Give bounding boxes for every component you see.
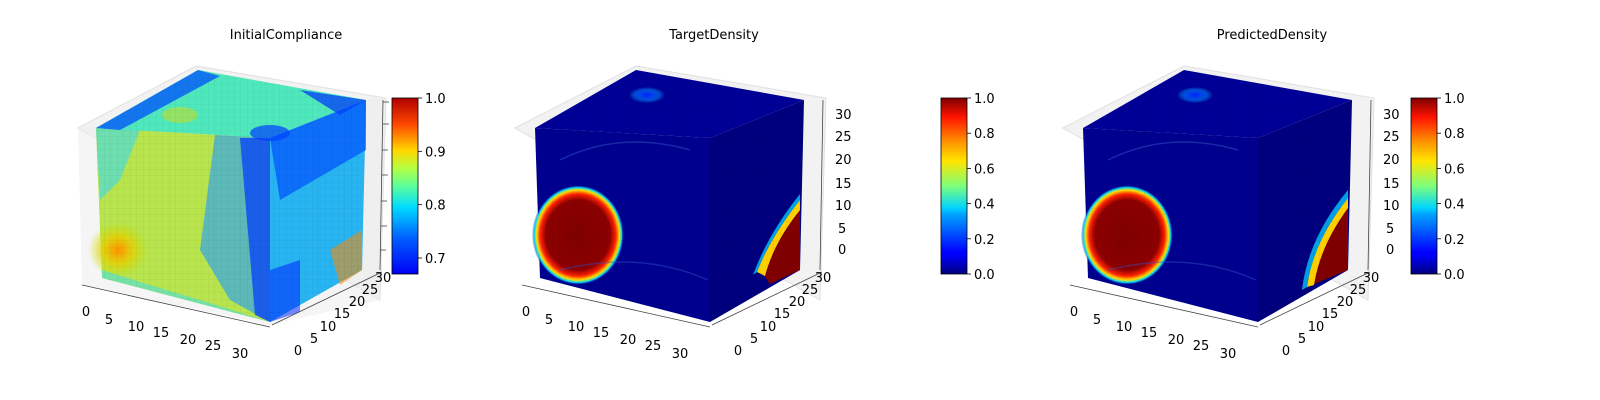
colorbar-tick-label: 0.0 <box>1444 268 1465 283</box>
colorbar <box>1410 97 1438 275</box>
z-tick-label: 5 <box>838 222 846 237</box>
colorbar-tick-label: 0.9 <box>425 145 446 160</box>
y-tick-label: 0 <box>734 344 742 359</box>
x-tick-label: 25 <box>1193 339 1210 354</box>
x-tick-label: 15 <box>593 326 610 341</box>
x-tick-label: 0 <box>82 305 90 320</box>
z-axis <box>379 99 389 271</box>
z-tick-label: 10 <box>1383 199 1400 214</box>
x-axis: 0 5 10 15 20 25 30 <box>522 284 711 362</box>
panel-target-density: TargetDensity 0 5 10 15 <box>513 28 968 362</box>
x-tick-label: 10 <box>1116 320 1133 335</box>
colorbar-gradient <box>391 97 419 275</box>
x-tick-label: 25 <box>205 339 222 354</box>
x-axis: 0 5 10 15 20 25 30 <box>82 284 271 362</box>
z-tick-label: 15 <box>835 177 852 192</box>
y-axis: 0 5 10 15 20 25 30 <box>271 271 392 359</box>
x-tick-label: 20 <box>180 333 197 348</box>
colorbar-tick-label: 0.4 <box>974 198 995 213</box>
y-tick-label: 5 <box>1298 332 1306 347</box>
panel-predicted-density: PredictedDensity 0 5 10 15 20 25 <box>1061 28 1438 362</box>
x-tick-label: 30 <box>672 347 689 362</box>
y-tick-label: 10 <box>1308 320 1325 335</box>
colorbar-tick-label: 1.0 <box>425 92 446 107</box>
x-tick-label: 15 <box>153 326 170 341</box>
x-tick-label: 10 <box>568 320 585 335</box>
x-tick-label: 15 <box>1141 326 1158 341</box>
y-tick-label: 30 <box>375 271 392 286</box>
voxel-cube <box>1081 70 1352 322</box>
z-tick-label: 25 <box>1383 130 1400 145</box>
x-tick-label: 25 <box>645 339 662 354</box>
z-tick-label: 0 <box>1386 243 1394 258</box>
y-tick-label: 5 <box>310 332 318 347</box>
colorbar <box>940 97 968 275</box>
voxel-cube <box>88 70 366 322</box>
colorbar-tick-label: 0.6 <box>1444 162 1465 177</box>
z-tick-label: 20 <box>835 153 852 168</box>
colorbar-gradient <box>940 97 968 275</box>
y-tick-label: 25 <box>802 283 819 298</box>
x-tick-label: 10 <box>128 320 145 335</box>
y-tick-label: 15 <box>1322 307 1339 322</box>
y-tick-label: 5 <box>750 332 758 347</box>
z-tick-label: 10 <box>835 199 852 214</box>
colorbar-tick-label: 0.6 <box>974 162 995 177</box>
z-tick-label: 30 <box>835 108 852 123</box>
colorbar-tick-label: 0.0 <box>974 268 995 283</box>
x-tick-label: 0 <box>1070 305 1078 320</box>
x-tick-label: 20 <box>620 333 637 348</box>
y-tick-label: 25 <box>362 283 379 298</box>
x-tick-label: 0 <box>522 305 530 320</box>
colorbar-ticks: 0.7 0.8 0.9 1.0 0.0 0.2 0.4 0.6 0.8 1.0 0.0 0.2 0.4 0… <box>418 92 1465 283</box>
y-tick-label: 15 <box>774 307 791 322</box>
z-tick-label: 15 <box>1383 177 1400 192</box>
z-tick-label: 5 <box>1386 222 1394 237</box>
x-tick-label: 5 <box>105 313 113 328</box>
colorbar-tick-label: 0.7 <box>425 252 446 267</box>
y-axis: 0 5 10 15 20 25 30 <box>711 271 832 359</box>
colorbar-tick-label: 1.0 <box>974 92 995 107</box>
colorbar-tick-label: 0.8 <box>1444 127 1465 142</box>
y-tick-label: 30 <box>1363 271 1380 286</box>
x-tick-label: 5 <box>1093 313 1101 328</box>
colorbar-tick-label: 0.8 <box>974 127 995 142</box>
z-tick-label: 30 <box>1383 108 1400 123</box>
panel-title: TargetDensity <box>668 28 759 43</box>
x-tick-label: 30 <box>1220 347 1237 362</box>
voxel-cube <box>532 70 804 322</box>
x-tick-label: 20 <box>1168 333 1185 348</box>
y-tick-label: 20 <box>349 295 366 310</box>
x-tick-label: 30 <box>232 347 249 362</box>
z-tick-label: 20 <box>1383 153 1400 168</box>
y-axis: 0 5 10 15 20 25 30 <box>1259 271 1380 359</box>
panel-title: InitialCompliance <box>230 28 343 43</box>
colorbar-tick-label: 0.8 <box>425 199 446 214</box>
colorbar-tick-label: 1.0 <box>1444 92 1465 107</box>
x-axis: 0 5 10 15 20 25 30 <box>1070 284 1259 362</box>
y-tick-label: 0 <box>1282 344 1290 359</box>
y-tick-label: 0 <box>294 344 302 359</box>
z-axis: 0 5 10 15 20 25 30 <box>819 99 852 271</box>
x-tick-label: 5 <box>545 313 553 328</box>
y-tick-label: 20 <box>1337 295 1354 310</box>
y-tick-label: 10 <box>320 320 337 335</box>
colorbar-gradient <box>1410 97 1438 275</box>
panel-title: PredictedDensity <box>1217 28 1328 43</box>
colorbar <box>391 97 419 275</box>
y-tick-label: 25 <box>1350 283 1367 298</box>
y-tick-label: 15 <box>334 307 351 322</box>
z-tick-label: 25 <box>835 130 852 145</box>
panel-initial-compliance: InitialCompliance <box>76 28 419 362</box>
y-tick-label: 30 <box>815 271 832 286</box>
y-tick-label: 20 <box>789 295 806 310</box>
colorbar-tick-label: 0.2 <box>974 233 995 248</box>
y-tick-label: 10 <box>760 320 777 335</box>
z-axis: 0 5 10 15 20 25 30 <box>1367 99 1400 271</box>
z-tick-label: 0 <box>838 243 846 258</box>
colorbar-tick-label: 0.4 <box>1444 198 1465 213</box>
colorbar-tick-label: 0.2 <box>1444 233 1465 248</box>
